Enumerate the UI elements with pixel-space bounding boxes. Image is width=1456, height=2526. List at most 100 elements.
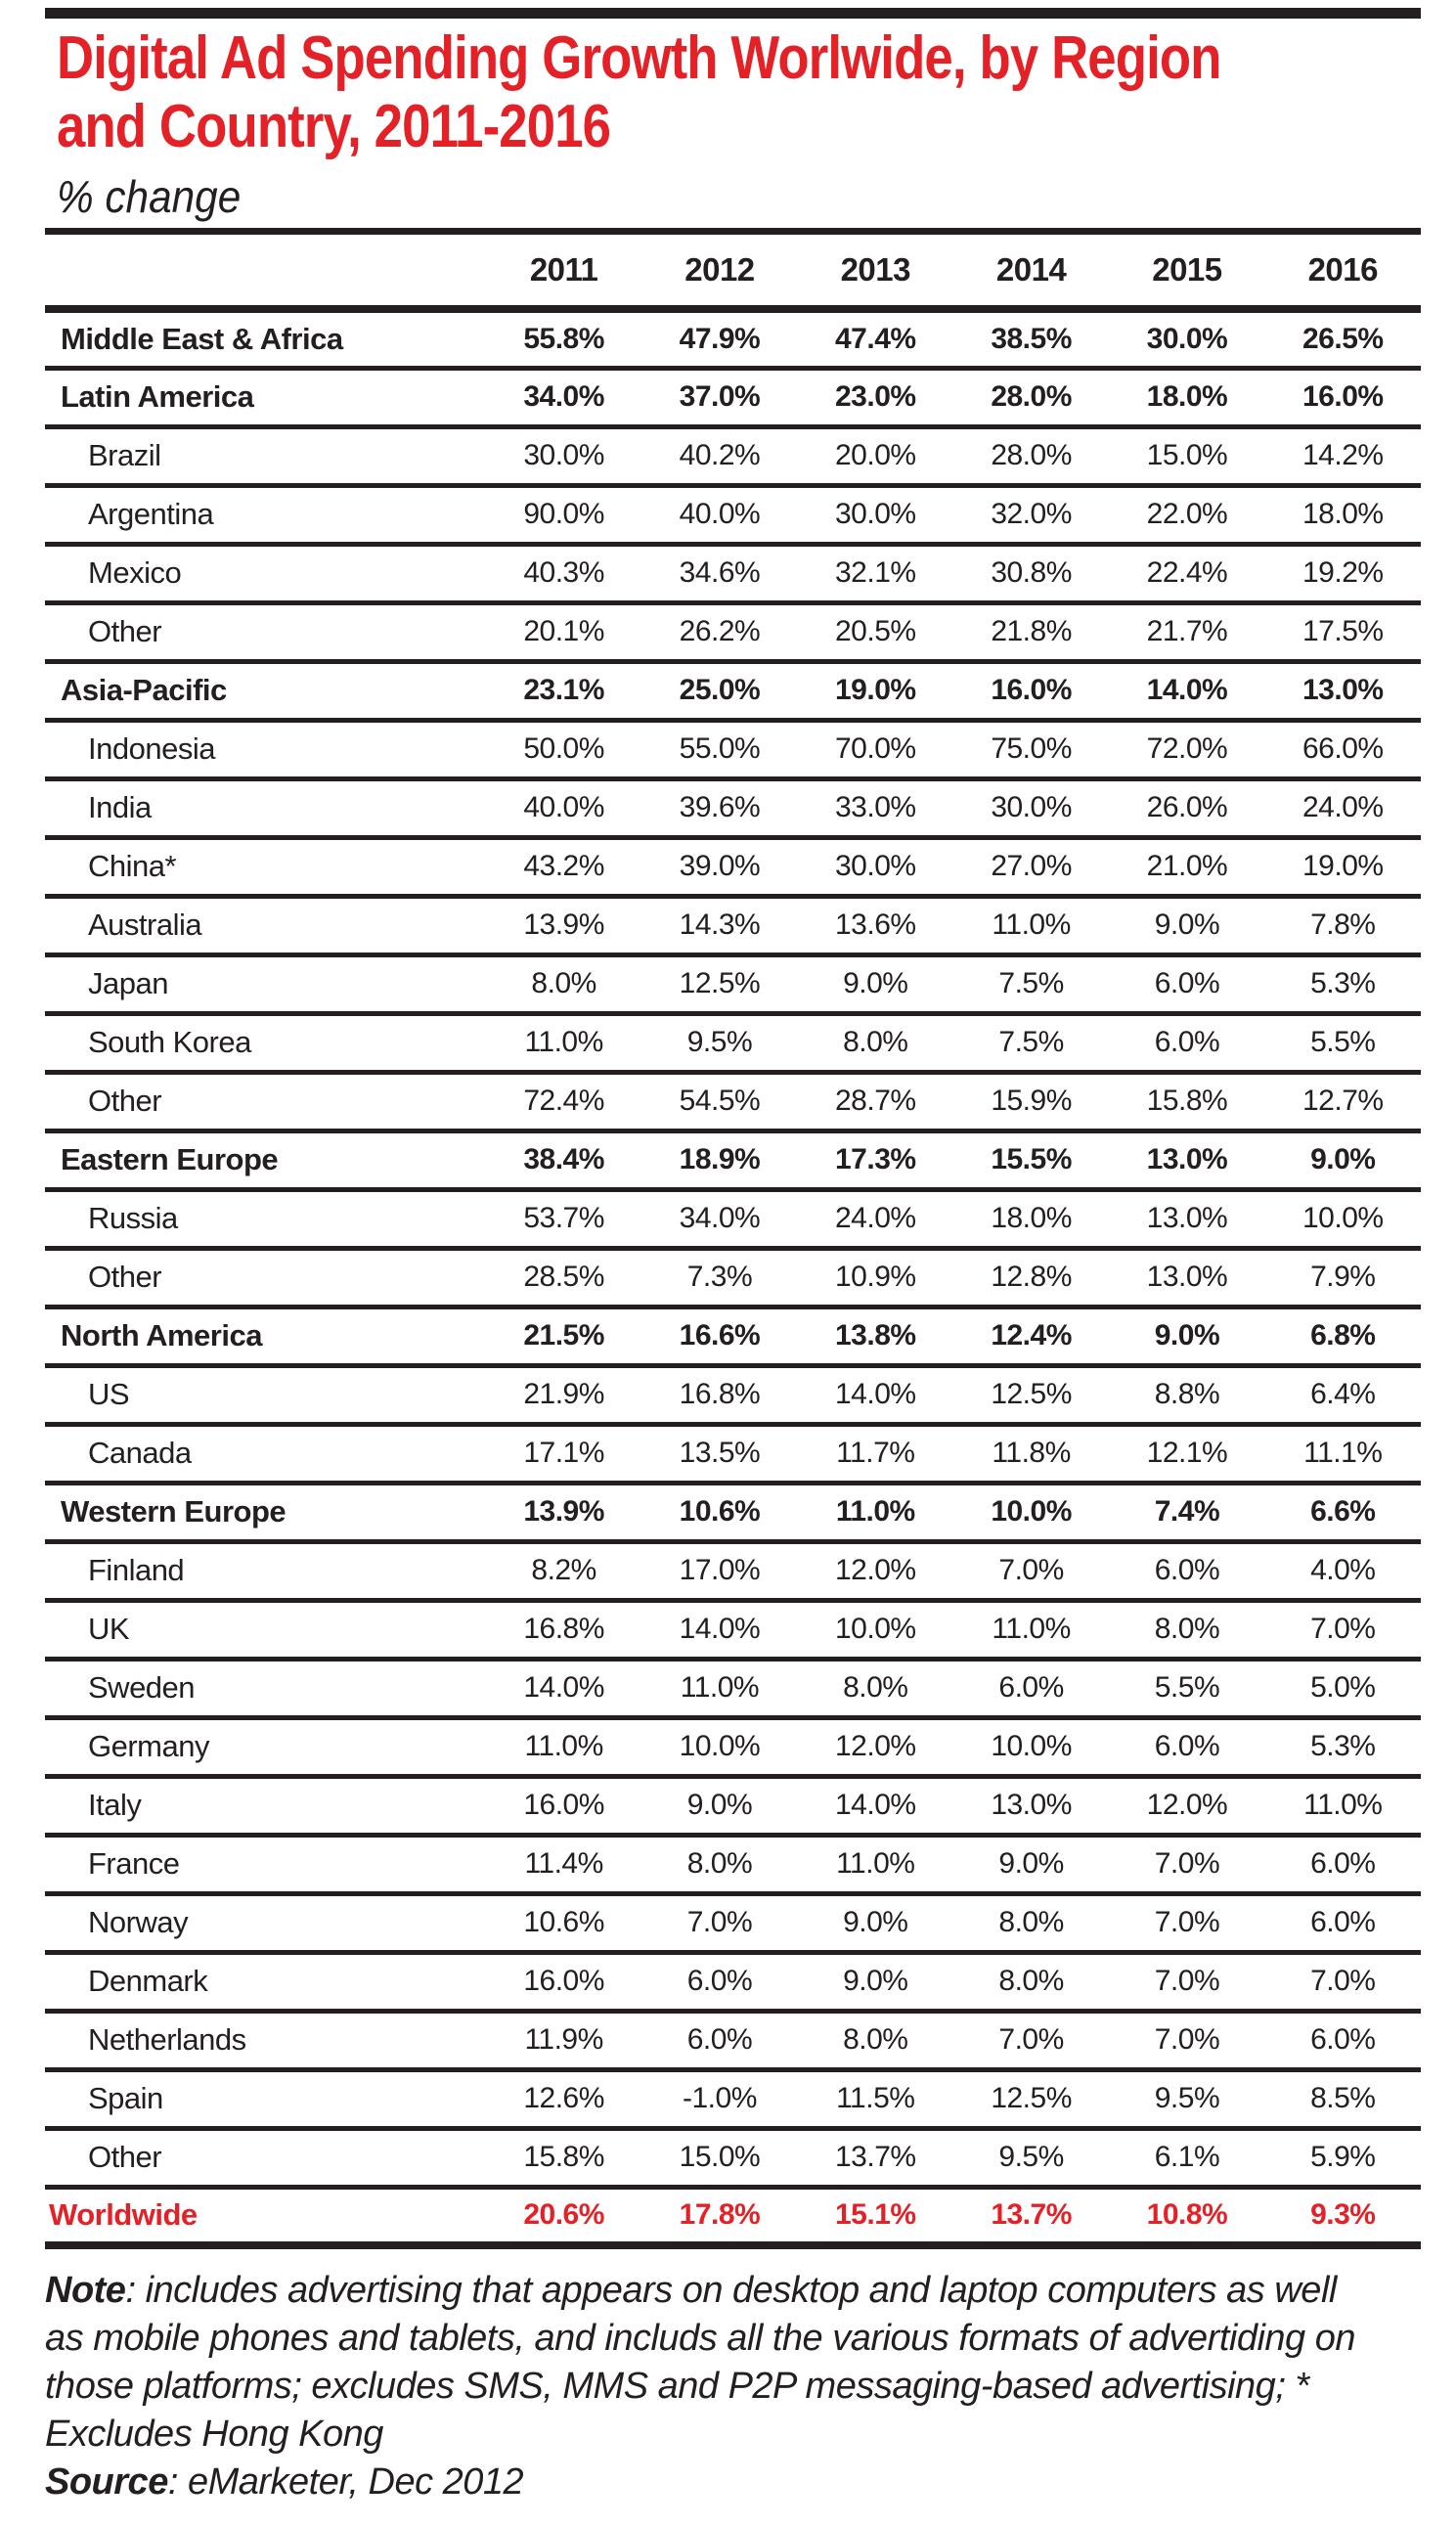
table-row: Other 20.1% 26.2% 20.5% 21.8% 21.7% 17.5%: [45, 602, 1421, 661]
row-label: Middle East & Africa: [61, 321, 343, 356]
value-cell: 7.0%: [1154, 2023, 1220, 2056]
value-cell: 7.0%: [998, 2023, 1064, 2056]
row-label: Russia: [88, 1201, 178, 1235]
value-cell: 40.2%: [679, 439, 761, 471]
value-cell: 13.9%: [523, 908, 604, 941]
value-cell: 17.0%: [679, 1554, 761, 1586]
value-cell: 26.2%: [679, 615, 761, 647]
value-cell: 90.0%: [523, 498, 604, 530]
value-cell: 6.6%: [1310, 1495, 1376, 1528]
table-row: Middle East & Africa 55.8% 47.9% 47.4% 38.5%…: [45, 309, 1421, 368]
value-cell: 50.0%: [523, 732, 604, 765]
value-cell: 28.0%: [991, 380, 1072, 413]
value-cell: 20.5%: [834, 615, 916, 647]
row-label: France: [88, 1846, 180, 1881]
row-label: Spain: [88, 2081, 163, 2115]
table-row: Italy 16.0% 9.0% 14.0% 13.0% 12.0% 11.0%: [45, 1776, 1421, 1835]
value-cell: 75.0%: [991, 732, 1072, 765]
value-cell: 7.0%: [1154, 1906, 1220, 1938]
row-label: Western Europe: [61, 1494, 287, 1529]
value-cell: 10.0%: [991, 1495, 1072, 1528]
value-cell: 43.2%: [523, 850, 604, 882]
value-cell: 7.5%: [998, 1026, 1064, 1058]
value-cell: 11.0%: [1303, 1789, 1383, 1821]
value-cell: 19.2%: [1302, 556, 1384, 589]
value-cell: 6.0%: [686, 1965, 753, 1997]
table-row: Other 15.8% 15.0% 13.7% 9.5% 6.1% 5.9%: [45, 2128, 1421, 2187]
value-cell: 14.0%: [834, 1378, 916, 1410]
value-cell: 8.0%: [998, 1906, 1064, 1938]
value-cell: 22.4%: [1146, 556, 1228, 589]
table-row: Sweden 14.0% 11.0% 8.0% 6.0% 5.5% 5.0%: [45, 1659, 1421, 1717]
value-cell: 12.4%: [991, 1319, 1072, 1352]
row-label: Brazil: [88, 438, 161, 472]
year-header: 2012: [641, 231, 798, 313]
table-row: Australia 13.9% 14.3% 13.6% 11.0% 9.0% 7.8%: [45, 896, 1421, 954]
row-label: Italy: [88, 1788, 142, 1822]
table-row: Brazil 30.0% 40.2% 20.0% 28.0% 15.0% 14.2%: [45, 426, 1421, 485]
row-label: South Korea: [88, 1025, 251, 1059]
value-cell: 6.0%: [686, 2023, 753, 2056]
year-header: 2016: [1264, 231, 1421, 313]
row-label: Denmark: [88, 1964, 208, 1998]
row-label: Latin America: [61, 379, 254, 414]
row-label: Netherlands: [88, 2022, 246, 2057]
row-label: Other: [88, 2140, 162, 2174]
value-cell: 7.3%: [686, 1261, 753, 1293]
table-row: China* 43.2% 39.0% 30.0% 27.0% 21.0% 19.0%: [45, 837, 1421, 896]
value-cell: 10.9%: [834, 1261, 916, 1293]
value-cell: 19.0%: [834, 674, 916, 706]
value-cell: 9.0%: [1310, 1143, 1376, 1175]
value-cell: 28.7%: [834, 1085, 916, 1117]
row-label: North America: [61, 1318, 262, 1352]
table-row: Other 72.4% 54.5% 28.7% 15.9% 15.8% 12.7%: [45, 1072, 1421, 1130]
value-cell: 14.0%: [679, 1613, 761, 1645]
value-cell: 6.0%: [1154, 1554, 1220, 1586]
value-cell: 37.0%: [679, 380, 761, 413]
value-cell: 39.0%: [679, 850, 761, 882]
table-row: Finland 8.2% 17.0% 12.0% 7.0% 6.0% 4.0%: [45, 1541, 1421, 1600]
value-cell: 34.6%: [679, 556, 761, 589]
value-cell: 15.0%: [1146, 439, 1228, 471]
value-cell: 8.8%: [1154, 1378, 1220, 1410]
value-cell: 18.0%: [1146, 380, 1228, 413]
value-cell: 16.0%: [1302, 380, 1384, 413]
value-cell: 11.0%: [992, 1613, 1071, 1645]
value-cell: 14.0%: [1146, 674, 1228, 706]
value-cell: 16.0%: [523, 1965, 604, 1997]
value-cell: 16.0%: [991, 674, 1072, 706]
value-cell: 18.0%: [991, 1202, 1072, 1234]
value-cell: 20.0%: [834, 439, 916, 471]
value-cell: 7.8%: [1310, 908, 1376, 941]
table-row: India 40.0% 39.6% 33.0% 30.0% 26.0% 24.0%: [45, 778, 1421, 837]
value-cell: 72.4%: [523, 1085, 604, 1117]
value-cell: 5.5%: [1310, 1026, 1376, 1058]
year-header: 2014: [952, 231, 1110, 313]
table-row: Argentina 90.0% 40.0% 30.0% 32.0% 22.0% 18.0%: [45, 485, 1421, 544]
value-cell: 12.0%: [834, 1554, 916, 1586]
value-cell: 13.6%: [834, 908, 916, 941]
growth-table: 2011 2012 2013 2014 2015 2016 Middle East & A…: [45, 228, 1421, 2249]
value-cell: 5.9%: [1310, 2141, 1376, 2173]
value-cell: 9.5%: [1154, 2082, 1220, 2114]
value-cell: 6.0%: [998, 1671, 1064, 1704]
value-cell: 7.4%: [1154, 1495, 1220, 1528]
value-cell: 15.5%: [991, 1143, 1072, 1175]
value-cell: 11.0%: [836, 1847, 915, 1880]
row-label: India: [88, 790, 152, 824]
value-cell: 30.0%: [1146, 322, 1228, 355]
value-cell: 34.0%: [679, 1202, 761, 1234]
value-cell: 54.5%: [679, 1085, 761, 1117]
value-cell: 6.8%: [1310, 1319, 1376, 1352]
row-label: Finland: [88, 1553, 185, 1587]
value-cell: 30.8%: [991, 556, 1072, 589]
row-label: Other: [88, 1084, 162, 1118]
value-cell: 13.5%: [679, 1437, 761, 1469]
value-cell: 16.0%: [523, 1789, 604, 1821]
value-cell: 6.1%: [1154, 2141, 1220, 2173]
value-cell: 23.0%: [834, 380, 916, 413]
value-cell: 6.0%: [1310, 1847, 1376, 1880]
value-cell: 11.5%: [836, 2082, 915, 2114]
value-cell: 12.6%: [523, 2082, 604, 2114]
